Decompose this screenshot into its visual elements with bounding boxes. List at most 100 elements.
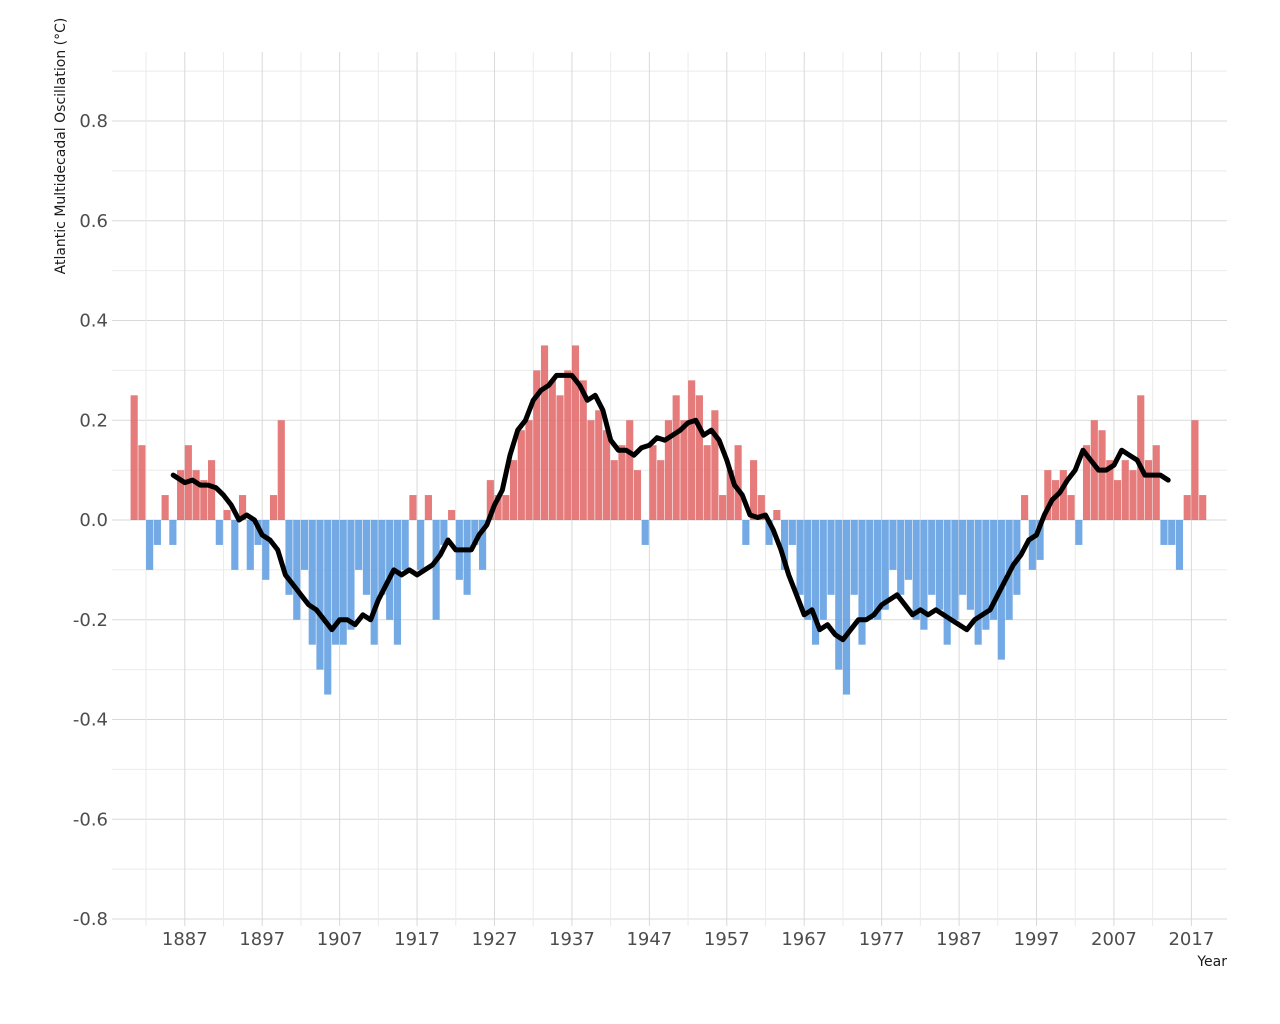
x-tick-label: 1887 [162,929,208,950]
bar [835,520,843,670]
bar [1152,445,1160,520]
y-tick-label: -0.2 [73,610,108,631]
x-tick-label: 1947 [626,929,672,950]
bar [788,520,796,545]
bar [463,520,471,595]
bar [595,410,603,520]
bar [386,520,394,620]
bar [564,370,572,520]
bar [571,345,580,520]
tick-labels: 1887 1897 1907 1917 1927 1937 1947 1957 1967 1977… [73,111,1214,950]
y-tick-label: -0.8 [73,909,108,930]
bar [1160,520,1168,545]
y-axis-label: Atlantic Multidecadal Oscillation (°C) [53,18,69,275]
bar [1199,495,1207,520]
bar [556,395,564,520]
x-tick-label: 1927 [472,929,518,950]
bar [811,520,820,645]
bar [912,520,920,620]
bar [680,420,688,520]
x-tick-label: 1977 [859,929,905,950]
bar [138,445,146,520]
bar [796,520,804,595]
bar [943,520,951,645]
bar [331,520,340,645]
bar [959,520,967,595]
bar [757,495,765,520]
bar [742,520,750,545]
bar [610,460,618,520]
bar [494,495,502,520]
bar [254,520,262,545]
bar [1075,520,1083,545]
y-tick-label: -0.4 [73,710,108,731]
y-tick-label: 0.0 [79,510,108,531]
bar [897,520,905,595]
y-tick-label: 0.2 [79,410,108,431]
bar [711,410,719,520]
bar [409,495,417,520]
bar [548,380,556,520]
bar [626,420,634,520]
bar [1121,460,1129,520]
bar [1175,520,1184,570]
bar [703,445,711,520]
x-tick-label: 1987 [936,929,982,950]
bar [602,430,611,520]
bar [432,520,440,620]
bar [1106,460,1114,520]
bar [1137,395,1145,520]
bar [525,420,533,520]
bar [904,520,913,580]
bar [215,520,223,545]
bar [509,460,518,520]
bar [873,520,882,620]
gridlines [112,52,1227,926]
x-tick-label: 1907 [317,929,363,950]
bar [262,520,270,580]
bar [417,520,425,570]
bar [726,470,734,520]
bar [850,520,858,595]
bar [827,520,835,595]
bar [974,520,982,645]
bar [486,480,494,520]
bar [765,520,773,545]
y-tick-label: 0.8 [79,111,108,132]
bar [982,520,990,630]
x-tick-label: 1897 [239,929,285,950]
bar [471,520,479,545]
bar [1059,470,1067,520]
bar [1129,470,1137,520]
bar [370,520,378,645]
bar [238,495,247,520]
bar [579,380,587,520]
bar [1021,495,1029,520]
bar [246,520,254,570]
bar [1098,430,1106,520]
x-tick-label: 2017 [1168,929,1214,950]
x-tick-label: 1967 [781,929,827,950]
bar [734,445,742,520]
bar [308,520,316,645]
bar [672,395,680,520]
y-tick-label: 0.4 [79,311,108,332]
bar [1036,520,1044,560]
bar [842,520,851,695]
bar [169,520,177,545]
bar [293,520,301,620]
bar [990,520,998,620]
smoothed-line [170,372,1171,643]
bar [1183,495,1191,520]
bar [1168,520,1176,545]
bar [657,460,665,520]
bar [378,520,386,595]
bar [300,520,309,570]
x-tick-label: 1997 [1014,929,1060,950]
bar [719,495,727,520]
bar [208,460,216,520]
bar [1113,480,1122,520]
bar [750,460,758,520]
bar [153,520,161,545]
bar [146,520,154,570]
